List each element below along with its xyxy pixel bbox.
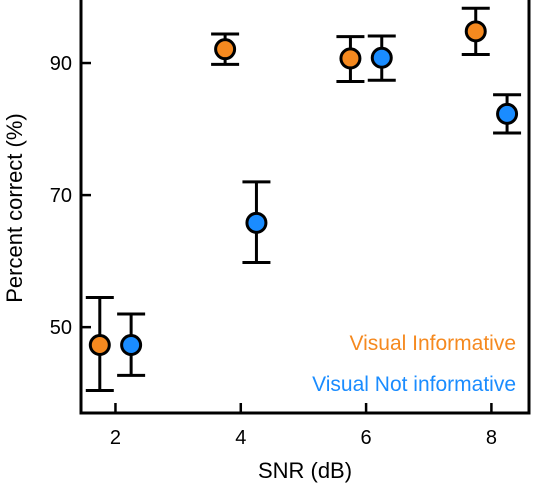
x-tick-label: 4 — [235, 427, 246, 449]
data-point — [496, 102, 519, 125]
data-point — [214, 38, 237, 61]
x-axis-label: SNR (dB) — [258, 458, 352, 483]
x-tick-label: 2 — [110, 427, 121, 449]
legend-visual-informative: Visual Informative — [349, 332, 516, 355]
y-axis-label: Percent correct (%) — [2, 113, 27, 303]
legend-visual-not-informative: Visual Not informative — [312, 373, 516, 396]
plot-area-frame — [79, 0, 531, 415]
y-axis-ticks: 50 70 90 — [50, 53, 91, 339]
x-tick-label: 8 — [486, 427, 497, 449]
data-point — [370, 46, 393, 69]
x-axis-ticks: 2 4 6 8 — [110, 403, 497, 449]
data-point — [88, 333, 111, 356]
data-point — [339, 47, 362, 70]
data-point — [245, 211, 268, 234]
data-point — [464, 20, 487, 43]
data-series — [85, 6, 522, 393]
y-tick-label: 90 — [50, 53, 72, 75]
y-tick-label: 70 — [50, 185, 72, 207]
y-tick-label: 50 — [50, 317, 72, 339]
x-tick-label: 6 — [361, 427, 372, 449]
data-point — [120, 333, 143, 356]
